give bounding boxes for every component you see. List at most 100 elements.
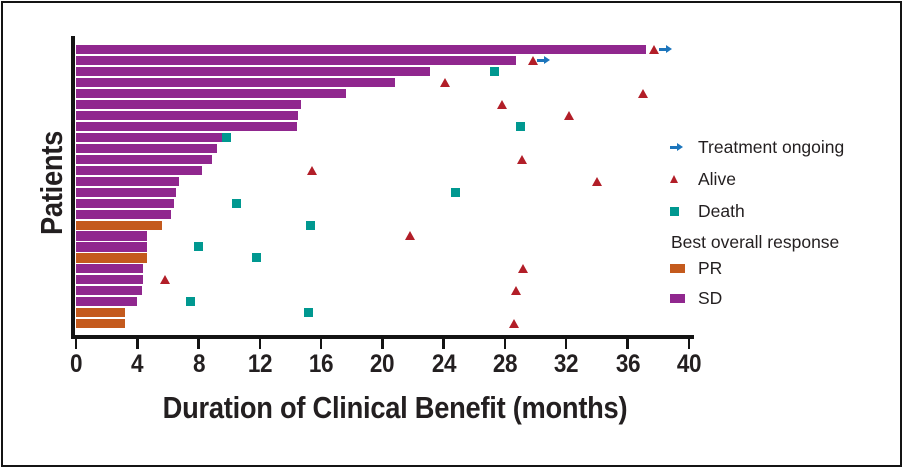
- patient-row: [76, 99, 692, 110]
- patient-row: [76, 143, 692, 154]
- response-bar: [76, 121, 297, 131]
- x-axis-title: Duration of Clinical Benefit (months): [80, 390, 710, 426]
- patient-row: [76, 252, 692, 263]
- legend-label: Alive: [698, 168, 736, 189]
- x-tick-label: 8: [192, 350, 206, 378]
- legend-header-best-overall-response: Best overall response: [671, 232, 840, 252]
- response-bar: [76, 198, 174, 208]
- x-tick-mark: [442, 339, 445, 349]
- legend-item-treatment-ongoing: Treatment ongoing: [670, 137, 844, 157]
- response-bar: [76, 99, 302, 109]
- alive-triangle-icon: [670, 175, 698, 183]
- death-marker-icon: [221, 132, 231, 142]
- x-tick-label: 4: [131, 350, 144, 378]
- response-bar: [76, 275, 144, 285]
- sd-swatch-icon: [670, 293, 698, 303]
- x-tick-label: 32: [554, 350, 579, 378]
- legend-label: SD: [698, 287, 723, 308]
- x-tick-mark: [687, 339, 691, 349]
- legend-item-sd: SD: [670, 287, 723, 308]
- death-marker-icon: [252, 253, 262, 263]
- death-marker-icon: [194, 242, 204, 252]
- death-marker-icon: [304, 308, 314, 318]
- response-bar: [76, 242, 147, 252]
- alive-marker-icon: [510, 286, 521, 296]
- response-bar: [76, 286, 142, 296]
- patient-row: [76, 307, 692, 318]
- response-bar: [76, 319, 125, 329]
- response-bar: [76, 253, 147, 263]
- alive-marker-icon: [637, 88, 648, 98]
- patient-row: [76, 187, 692, 198]
- response-bar: [76, 209, 171, 219]
- response-bar: [76, 110, 299, 120]
- x-tick-mark: [319, 339, 323, 349]
- y-axis-line: [71, 36, 75, 339]
- response-bar: [76, 165, 202, 175]
- x-tick-label: 12: [247, 350, 273, 378]
- alive-marker-icon: [564, 110, 575, 120]
- legend-item-death: Death: [670, 201, 745, 221]
- response-bar: [76, 308, 125, 318]
- patient-row: [76, 274, 692, 285]
- response-bar: [76, 55, 516, 66]
- x-tick-mark: [564, 339, 568, 349]
- alive-marker-icon: [516, 154, 527, 164]
- patient-row: [76, 263, 692, 274]
- response-bar: [76, 143, 217, 153]
- patient-row: [76, 154, 692, 165]
- x-tick-mark: [381, 339, 384, 349]
- patient-row: [76, 318, 692, 329]
- x-tick-mark: [197, 339, 200, 349]
- patient-row: [76, 44, 692, 55]
- patient-row: [76, 209, 692, 220]
- response-bar: [76, 264, 144, 274]
- x-tick-label: 24: [431, 350, 457, 378]
- x-tick-label: 36: [615, 350, 640, 378]
- response-bar: [76, 220, 162, 230]
- treatment-ongoing-arrow-icon: [659, 45, 673, 54]
- patient-row: [76, 285, 692, 296]
- response-bar: [76, 176, 179, 186]
- x-axis-line: [71, 335, 694, 339]
- patient-row: [76, 230, 692, 241]
- treatment-ongoing-icon: [670, 142, 698, 152]
- death-marker-icon: [232, 198, 242, 208]
- patient-row: [76, 296, 692, 307]
- response-bar: [76, 132, 222, 142]
- patient-row: [76, 198, 692, 209]
- x-tick-label: 20: [370, 350, 395, 378]
- x-tick-label: 40: [676, 350, 702, 378]
- response-bar: [76, 187, 176, 197]
- legend-label: PR: [698, 257, 723, 278]
- legend-item-pr: PR: [670, 257, 723, 278]
- alive-marker-icon: [648, 45, 659, 54]
- alive-marker-icon: [518, 264, 529, 274]
- alive-marker-icon: [591, 176, 602, 186]
- bars-area: [76, 44, 692, 329]
- x-axis-title-text: Duration of Clinical Benefit (months): [162, 390, 628, 425]
- x-tick-mark: [74, 339, 78, 349]
- patient-row: [76, 88, 692, 99]
- patient-row: [76, 77, 692, 88]
- alive-marker-icon: [509, 319, 520, 329]
- response-bar: [76, 154, 213, 164]
- death-marker-icon: [515, 121, 525, 131]
- response-bar: [76, 45, 646, 55]
- alive-marker-icon: [306, 165, 317, 175]
- patient-row: [76, 220, 692, 231]
- x-tick-mark: [503, 339, 507, 349]
- patient-row: [76, 241, 692, 252]
- x-tick-mark: [136, 339, 139, 349]
- patient-row: [76, 66, 692, 77]
- legend-item-alive: Alive: [670, 168, 736, 189]
- patient-row: [76, 132, 692, 143]
- x-tick-mark: [258, 339, 262, 349]
- alive-marker-icon: [405, 231, 415, 241]
- treatment-ongoing-arrow-icon: [536, 55, 550, 65]
- death-marker-icon: [305, 220, 315, 230]
- patient-row: [76, 121, 692, 132]
